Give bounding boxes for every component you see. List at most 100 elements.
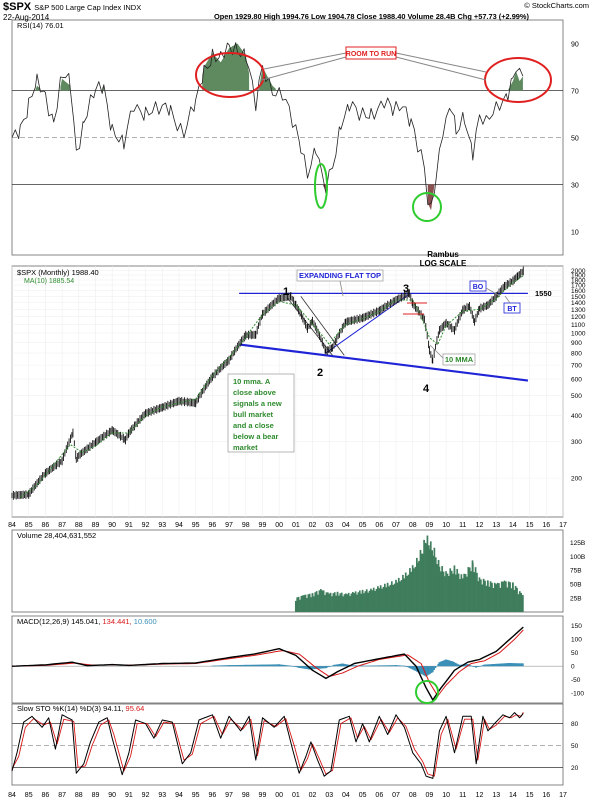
- x-tick-label-bottom: 12: [476, 792, 484, 799]
- x-tick-label: 95: [192, 522, 200, 529]
- volume-bar: [512, 582, 514, 612]
- level-1550-label: 1550: [535, 289, 552, 298]
- macd-histogram-bar: [221, 665, 223, 667]
- volume-bar: [492, 588, 495, 612]
- volume-bar: [404, 572, 407, 612]
- volume-bar: [407, 574, 410, 612]
- macd-panel: [11, 615, 564, 704]
- volume-bar: [389, 584, 392, 612]
- volume-tick-label: 50B: [570, 582, 582, 589]
- macd-histogram-bar: [512, 663, 515, 667]
- point-1-label: 1: [283, 286, 289, 298]
- expanding-flat-top-pointer: [339, 280, 344, 297]
- macd-histogram-bar: [377, 665, 379, 667]
- note-line: 10 mma. A: [233, 377, 271, 386]
- macd-histogram-bar: [491, 664, 494, 667]
- rsi-overbought-fill: [35, 85, 41, 91]
- x-tick-label: 14: [509, 522, 517, 529]
- trendline-upper-channel: [325, 293, 410, 354]
- macd-histogram-bar: [476, 666, 479, 668]
- x-tick-label: 97: [225, 522, 233, 529]
- panel-frames: [11, 19, 564, 786]
- price-tick-label: 300: [571, 439, 582, 446]
- macd-histogram-bar: [409, 666, 411, 669]
- rsi-label: RSI(14) 76.01: [17, 21, 64, 30]
- ten-mma-label: 10 MMA: [445, 355, 474, 364]
- macd-histogram-bar: [212, 665, 215, 667]
- price-tick-label: 1500: [571, 294, 586, 301]
- volume-bar: [463, 573, 466, 612]
- macd-histogram-bar: [514, 663, 516, 667]
- rsi-tick-label: 90: [571, 42, 579, 49]
- x-tick-label: 16: [542, 522, 550, 529]
- macd-histogram-bar: [368, 665, 371, 667]
- volume-bar: [441, 566, 444, 612]
- volume-bar: [356, 594, 358, 612]
- oversold-circle-2002: [314, 163, 328, 209]
- volume-bar: [333, 592, 336, 612]
- x-tick-label-bottom: 84: [8, 792, 16, 799]
- volume-bar: [322, 590, 325, 612]
- macd-histogram-bar: [426, 666, 429, 676]
- macd-histogram-bar: [375, 665, 378, 667]
- volume-bar: [331, 596, 333, 612]
- x-tick-label: 13: [492, 522, 500, 529]
- macd-histogram-bar: [475, 666, 477, 668]
- volume-bar: [449, 568, 452, 612]
- macd-histogram-bar: [473, 666, 476, 667]
- x-tick-label-bottom: 16: [542, 792, 550, 799]
- macd-histogram-bar: [397, 665, 400, 667]
- volume-bar: [347, 592, 350, 612]
- macd-histogram-bar: [215, 665, 218, 667]
- x-tick-label: 92: [142, 522, 150, 529]
- macd-histogram-bar: [236, 665, 239, 667]
- volume-bar: [294, 600, 297, 612]
- sto-k-line: [11, 712, 524, 779]
- macd-histogram-bar: [338, 663, 341, 667]
- point-3-label: 3: [403, 283, 409, 295]
- macd-histogram-bar: [507, 663, 509, 667]
- volume-bar: [485, 585, 488, 612]
- volume-bar: [346, 594, 349, 612]
- macd-histogram-bar: [279, 664, 282, 667]
- room-to-run-box: [345, 46, 397, 60]
- volume-bar: [388, 586, 390, 612]
- macd-histogram-bar: [456, 663, 458, 667]
- macd-histogram-bar: [211, 665, 214, 667]
- volume-bar: [450, 570, 453, 612]
- macd-histogram-bar: [522, 663, 524, 667]
- volume-bar: [505, 581, 507, 612]
- bt-box: [503, 302, 521, 314]
- sto-label-d: 95.64: [126, 704, 145, 713]
- volume-bar: [467, 567, 470, 612]
- point-4-label: 4: [423, 383, 430, 395]
- volume-bar: [325, 592, 328, 612]
- oversold-circle-2009: [412, 192, 442, 222]
- x-tick-label: 98: [242, 522, 250, 529]
- volume-bar: [510, 588, 513, 612]
- macd-histogram-bar: [331, 665, 334, 667]
- volume-bar: [386, 582, 389, 612]
- x-tick-label: 08: [409, 522, 417, 529]
- x-tick-label: 09: [426, 522, 434, 529]
- volume-bar: [423, 539, 425, 612]
- macd-histogram-bar: [272, 664, 275, 667]
- bt-pointer: [504, 295, 511, 304]
- macd-histogram-bar: [480, 665, 483, 667]
- x-tick-label-bottom: 15: [526, 792, 534, 799]
- x-tick-label-bottom: 87: [58, 792, 66, 799]
- macd-histogram-bar: [510, 663, 512, 667]
- bo-box: [469, 280, 487, 292]
- x-tick-label-bottom: 97: [225, 792, 233, 799]
- x-tick-label: 12: [476, 522, 484, 529]
- price-tick-label: 1700: [571, 283, 586, 290]
- macd-histogram-bar: [395, 665, 397, 667]
- macd-histogram-bar: [505, 663, 508, 667]
- macd-histogram-bar: [379, 665, 382, 667]
- rsi-tick-label: 30: [571, 183, 579, 190]
- expanding-flat-top-label: EXPANDING FLAT TOP: [299, 271, 381, 280]
- trendline-decline-1-2-b: [300, 296, 345, 356]
- volume-bar: [318, 590, 321, 612]
- macd-histogram-bar: [410, 666, 413, 669]
- macd-histogram-bar: [436, 665, 438, 667]
